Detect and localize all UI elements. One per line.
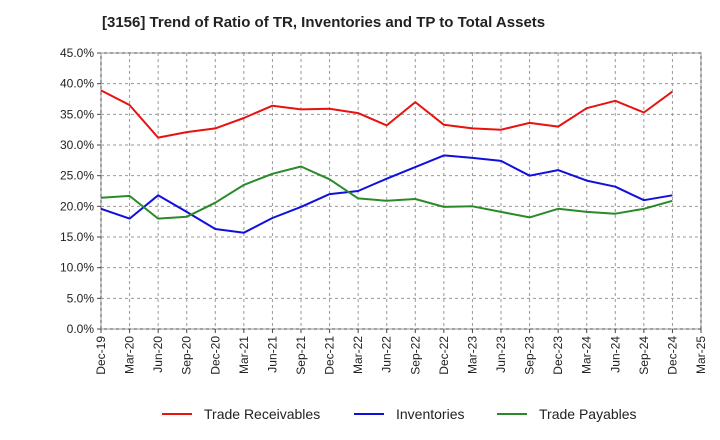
x-tick-label: Jun-21 — [265, 336, 279, 373]
x-tick-label: Mar-20 — [123, 336, 137, 374]
series-layer — [100, 89, 673, 234]
x-tick-label: Mar-22 — [351, 336, 365, 374]
y-tick-label: 35.0% — [60, 107, 94, 121]
y-tick-label: 30.0% — [60, 138, 94, 152]
x-tick-label: Jun-22 — [380, 336, 394, 373]
x-tick-label: Jun-24 — [608, 336, 622, 373]
x-tick-label: Jun-20 — [151, 336, 165, 373]
x-tick-label: Dec-22 — [437, 336, 451, 375]
x-tick-label: Jun-23 — [494, 336, 508, 373]
legend-label-inventories: Inventories — [396, 406, 464, 422]
y-axis: 0.0% 5.0% 10.0% 15.0% 20.0% 25.0% 30.0% 35.0% 40… — [60, 46, 101, 336]
chart-title: [3156] Trend of Ratio of TR, Inventories… — [102, 14, 546, 31]
x-tick-label: Dec-24 — [665, 336, 679, 375]
legend: Trade Receivables Inventories Trade Payabl… — [162, 406, 637, 422]
y-tick-label: 15.0% — [60, 230, 94, 244]
x-tick-label: Sep-22 — [408, 336, 422, 375]
y-tick-label: 5.0% — [67, 291, 95, 305]
y-tick-label: 40.0% — [60, 77, 94, 91]
y-tick-label: 20.0% — [60, 199, 94, 213]
x-tick-label: Mar-21 — [237, 336, 251, 374]
y-tick-label: 10.0% — [60, 261, 94, 275]
x-tick-label: Sep-21 — [294, 336, 308, 375]
x-tick-label: Dec-21 — [323, 336, 337, 375]
legend-label-trade-receivables: Trade Receivables — [204, 406, 320, 422]
grid-layer — [100, 52, 702, 330]
x-tick-label: Dec-20 — [208, 336, 222, 375]
y-tick-label: 45.0% — [60, 46, 94, 60]
x-tick-label: Dec-19 — [94, 336, 108, 375]
x-tick-label: Sep-24 — [637, 336, 651, 375]
x-tick-label: Mar-24 — [580, 336, 594, 374]
x-tick-label: Sep-23 — [523, 336, 537, 375]
series-line-trade-receivables — [100, 89, 673, 139]
x-tick-label: Sep-20 — [180, 336, 194, 375]
series-line-trade-payables — [100, 165, 673, 220]
x-axis: Dec-19 Mar-20 Jun-20 Sep-20 Dec-20 Mar-21 Jun-… — [94, 329, 708, 375]
legend-label-trade-payables: Trade Payables — [539, 406, 637, 422]
x-tick-label: Dec-23 — [551, 336, 565, 375]
series-line-inventories — [100, 154, 673, 234]
x-tick-label: Mar-25 — [694, 336, 708, 374]
y-tick-label: 0.0% — [67, 322, 95, 336]
plot-area — [100, 52, 702, 330]
y-tick-label: 25.0% — [60, 169, 94, 183]
x-tick-label: Mar-23 — [465, 336, 479, 374]
